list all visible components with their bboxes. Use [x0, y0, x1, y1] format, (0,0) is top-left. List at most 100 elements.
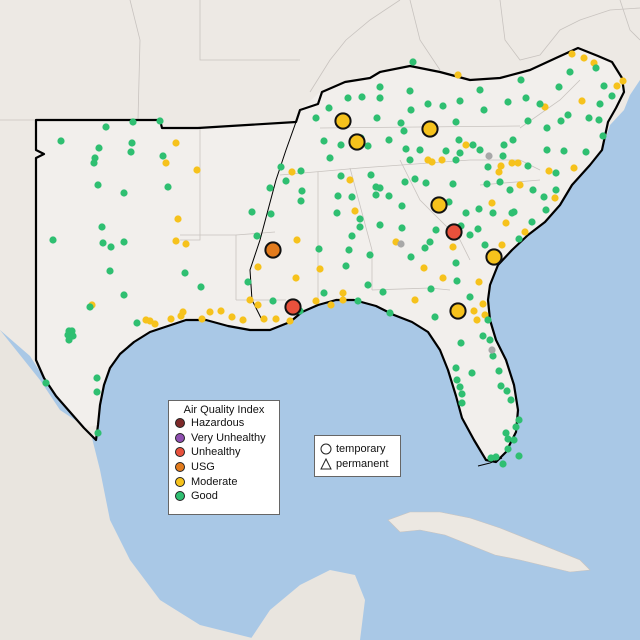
monitor-site-marker[interactable] — [619, 77, 627, 85]
monitor-site-marker[interactable] — [286, 317, 294, 325]
monitor-site-marker[interactable] — [174, 215, 182, 223]
monitor-site-marker[interactable] — [102, 123, 110, 131]
monitor-site-marker[interactable] — [334, 192, 342, 200]
monitor-site-marker[interactable] — [356, 223, 364, 231]
monitor-site-marker[interactable] — [540, 193, 548, 201]
monitor-site-marker[interactable] — [516, 181, 524, 189]
monitor-site-marker[interactable] — [496, 178, 504, 186]
monitor-site-marker[interactable] — [517, 76, 525, 84]
monitor-site-marker[interactable] — [239, 316, 247, 324]
monitor-site-marker[interactable] — [297, 197, 305, 205]
monitor-site-marker[interactable] — [367, 171, 375, 179]
monitor-site-marker[interactable] — [106, 267, 114, 275]
monitor-site-marker[interactable] — [333, 209, 341, 217]
monitor-site-marker[interactable] — [120, 189, 128, 197]
monitor-site-marker[interactable] — [386, 309, 394, 317]
monitor-site-marker[interactable] — [164, 183, 172, 191]
monitor-site-marker[interactable] — [272, 315, 280, 323]
monitor-site-marker[interactable] — [99, 239, 107, 247]
monitor-site-marker[interactable] — [427, 285, 435, 293]
monitor-site-marker[interactable] — [510, 436, 518, 444]
monitor-site-marker[interactable] — [504, 445, 512, 453]
monitor-site-marker[interactable] — [566, 68, 574, 76]
monitor-site-marker[interactable] — [312, 297, 320, 305]
monitor-site-marker[interactable] — [420, 264, 428, 272]
temporary-monitor-marker[interactable] — [449, 302, 467, 320]
monitor-site-marker[interactable] — [600, 82, 608, 90]
monitor-site-marker[interactable] — [172, 237, 180, 245]
monitor-site-marker[interactable] — [95, 144, 103, 152]
monitor-site-marker[interactable] — [489, 352, 497, 360]
monitor-site-marker[interactable] — [483, 180, 491, 188]
monitor-site-marker[interactable] — [480, 106, 488, 114]
monitor-site-marker[interactable] — [94, 429, 102, 437]
monitor-site-marker[interactable] — [151, 320, 159, 328]
monitor-site-marker[interactable] — [198, 315, 206, 323]
monitor-site-marker[interactable] — [506, 186, 514, 194]
monitor-site-marker[interactable] — [326, 154, 334, 162]
monitor-site-marker[interactable] — [524, 117, 532, 125]
monitor-site-marker[interactable] — [260, 315, 268, 323]
monitor-site-marker[interactable] — [254, 301, 262, 309]
monitor-site-marker[interactable] — [407, 106, 415, 114]
monitor-site-marker[interactable] — [346, 176, 354, 184]
monitor-site-marker[interactable] — [177, 312, 185, 320]
monitor-site-marker[interactable] — [452, 259, 460, 267]
monitor-site-marker[interactable] — [228, 313, 236, 321]
monitor-site-marker[interactable] — [267, 210, 275, 218]
monitor-site-marker[interactable] — [497, 382, 505, 390]
monitor-site-marker[interactable] — [488, 346, 496, 354]
monitor-site-marker[interactable] — [613, 82, 621, 90]
monitor-site-marker[interactable] — [552, 186, 560, 194]
monitor-site-marker[interactable] — [568, 50, 576, 58]
monitor-site-marker[interactable] — [248, 208, 256, 216]
monitor-site-marker[interactable] — [508, 159, 516, 167]
monitor-site-marker[interactable] — [269, 297, 277, 305]
monitor-site-marker[interactable] — [449, 243, 457, 251]
monitor-site-marker[interactable] — [156, 117, 164, 125]
monitor-site-marker[interactable] — [489, 209, 497, 217]
monitor-site-marker[interactable] — [485, 152, 493, 160]
monitor-site-marker[interactable] — [524, 162, 532, 170]
monitor-site-marker[interactable] — [509, 136, 517, 144]
monitor-site-marker[interactable] — [298, 187, 306, 195]
monitor-site-marker[interactable] — [578, 97, 586, 105]
monitor-site-marker[interactable] — [470, 307, 478, 315]
monitor-site-marker[interactable] — [484, 163, 492, 171]
monitor-site-marker[interactable] — [379, 288, 387, 296]
monitor-site-marker[interactable] — [400, 127, 408, 135]
monitor-site-marker[interactable] — [282, 177, 290, 185]
monitor-site-marker[interactable] — [411, 296, 419, 304]
monitor-site-marker[interactable] — [246, 296, 254, 304]
monitor-site-marker[interactable] — [376, 83, 384, 91]
monitor-site-marker[interactable] — [406, 156, 414, 164]
monitor-site-marker[interactable] — [398, 224, 406, 232]
temporary-monitor-marker[interactable] — [430, 196, 448, 214]
monitor-site-marker[interactable] — [337, 141, 345, 149]
monitor-site-marker[interactable] — [320, 137, 328, 145]
monitor-site-marker[interactable] — [529, 186, 537, 194]
monitor-site-marker[interactable] — [277, 163, 285, 171]
monitor-site-marker[interactable] — [182, 240, 190, 248]
monitor-site-marker[interactable] — [358, 93, 366, 101]
monitor-site-marker[interactable] — [514, 159, 522, 167]
monitor-site-marker[interactable] — [564, 111, 572, 119]
monitor-site-marker[interactable] — [474, 225, 482, 233]
monitor-site-marker[interactable] — [498, 241, 506, 249]
monitor-site-marker[interactable] — [499, 460, 507, 468]
monitor-site-marker[interactable] — [552, 169, 560, 177]
monitor-site-marker[interactable] — [129, 118, 137, 126]
monitor-site-marker[interactable] — [315, 245, 323, 253]
monitor-site-marker[interactable] — [244, 278, 252, 286]
monitor-site-marker[interactable] — [316, 265, 324, 273]
monitor-site-marker[interactable] — [398, 202, 406, 210]
monitor-site-marker[interactable] — [42, 379, 50, 387]
monitor-site-marker[interactable] — [499, 152, 507, 160]
monitor-site-marker[interactable] — [167, 315, 175, 323]
monitor-site-marker[interactable] — [162, 159, 170, 167]
monitor-site-marker[interactable] — [356, 215, 364, 223]
monitor-site-marker[interactable] — [458, 390, 466, 398]
monitor-site-marker[interactable] — [502, 219, 510, 227]
monitor-site-marker[interactable] — [406, 87, 414, 95]
